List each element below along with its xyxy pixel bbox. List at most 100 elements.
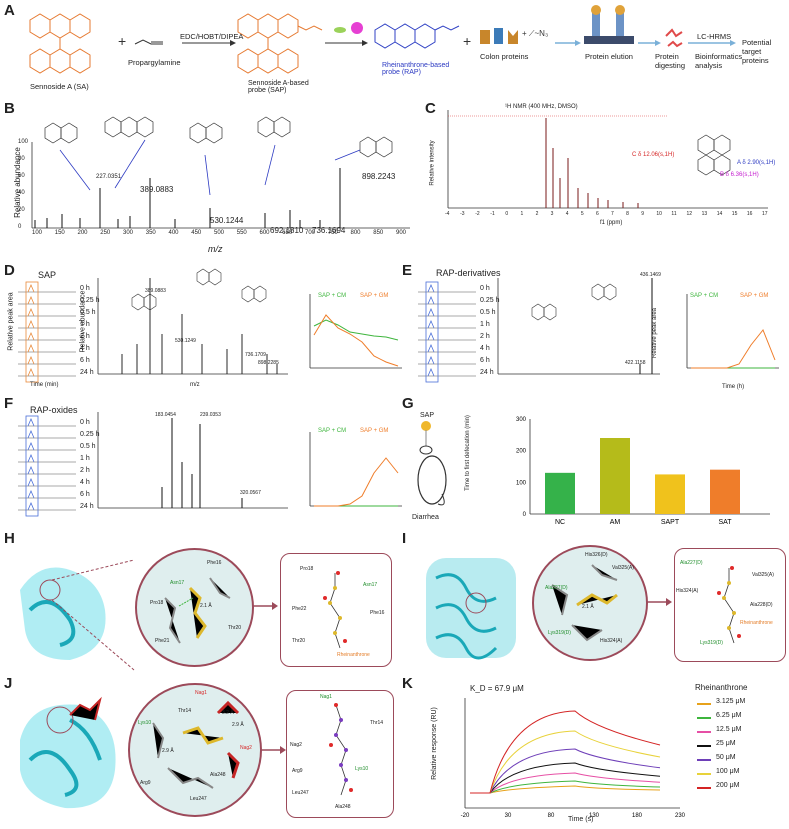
panelJ-ligand xyxy=(152,700,240,789)
panelA-rap-label: Rheinanthrone-based probe (RAP) xyxy=(382,62,450,76)
panelB-xtick: 850 xyxy=(373,230,384,236)
time-label: 4 h xyxy=(80,345,90,352)
panelI-protein xyxy=(426,558,516,660)
panelH-2d-ligand: Rheinanthrone xyxy=(337,652,370,658)
panelG-bar xyxy=(655,474,685,514)
panelI-2d-ala227: Ala227(D) xyxy=(680,560,703,566)
panelI-zoom-circle xyxy=(532,545,648,661)
panelB-spectrum xyxy=(31,116,410,229)
panelD-ms xyxy=(97,268,288,375)
panelC-xtick: 15 xyxy=(731,211,738,217)
panelJ-res-arg9: Arg9 xyxy=(140,780,151,786)
panelH-dist: 2.1 Å xyxy=(200,603,212,609)
panelG-ytick: 0 xyxy=(523,512,527,518)
chromatogram-peak xyxy=(27,453,35,463)
panel-label-G: G xyxy=(402,395,414,412)
panelI-res-val325: Val325(A) xyxy=(612,565,634,571)
panelC-xtick: 7 xyxy=(611,211,614,217)
time-label: 0.25 h xyxy=(80,297,100,304)
panelJ-zoom-circle xyxy=(128,683,262,817)
chromatogram-peak xyxy=(27,417,35,427)
panelH-res-phe21: Phe21 xyxy=(155,638,170,644)
chromatogram-peak xyxy=(427,283,435,293)
panelK-xtick: 230 xyxy=(675,813,686,819)
panelA-graphics: + + + ⟋~N₃ xyxy=(29,5,736,74)
panelG-probe: SAP xyxy=(420,412,435,419)
panelC-assign-a: A δ 2.90(s,1H) xyxy=(737,160,776,166)
panelJ-dist-1: 3.2 Å xyxy=(222,710,234,716)
time-label: 6 h xyxy=(80,491,90,498)
panelK-xtick: 180 xyxy=(632,813,643,819)
time-label: 1 h xyxy=(480,321,490,328)
time-label: 24 h xyxy=(80,503,94,510)
panelC-xtick: 4 xyxy=(565,211,569,217)
time-label: 0.25 h xyxy=(80,431,100,438)
panelE-legend-cm: SAP + CM xyxy=(690,293,719,299)
panelB-xtick: 200 xyxy=(77,230,88,236)
chromatogram-peak xyxy=(27,501,35,511)
panelC-xtick: 2 xyxy=(535,211,539,217)
panelB-ytick: 80 xyxy=(18,156,25,162)
time-label: 0.25 h xyxy=(480,297,500,304)
panelI-res-lys319: Lys319(D) xyxy=(548,630,571,636)
panelJ-2d-ala248: Ala248 xyxy=(335,804,351,810)
panelJ-2d-nag1: Nag1 xyxy=(320,694,332,700)
panelF-peak-3: 320.0567 xyxy=(240,490,261,496)
panelB-xtick: 300 xyxy=(123,230,134,236)
time-label: 0.5 h xyxy=(80,443,96,450)
panelB-ytick: 20 xyxy=(18,207,25,213)
panelD-xlabel2: m/z xyxy=(190,382,200,388)
panelG-group-label: SAPT xyxy=(661,519,680,526)
panelH-2d-phe16: Phe16 xyxy=(370,610,385,616)
chromatogram-peak xyxy=(27,489,35,499)
panelH-2d-pro18: Pro18 xyxy=(300,566,314,572)
svg-text:+ ⟋~N₃: + ⟋~N₃ xyxy=(522,29,548,38)
panelD-timecourse xyxy=(309,294,402,369)
chromatogram-peak xyxy=(427,331,435,341)
panelH-2d-phe22: Phe22 xyxy=(292,606,307,612)
panelC-xtick: 17 xyxy=(762,211,768,217)
panel-label-J: J xyxy=(4,675,13,692)
panel-label-C: C xyxy=(425,100,436,117)
chromatogram-peak xyxy=(27,283,35,293)
time-label: 0.5 h xyxy=(80,309,96,316)
panelJ-res-leu247: Leu247 xyxy=(190,796,207,802)
panelB-xtick: 350 xyxy=(145,230,156,236)
panelJ-res-lys10: Lys10 xyxy=(138,720,152,726)
chromatogram-peak xyxy=(27,295,35,305)
panelI-dist: 2.1 Å xyxy=(582,604,594,610)
panelC-xtick: 16 xyxy=(746,211,753,217)
panelD-legend-cm: SAP + CM xyxy=(318,293,347,299)
panelE-title: RAP-derivatives xyxy=(436,268,501,278)
time-label: 0 h xyxy=(480,285,490,292)
time-label: 24 h xyxy=(480,369,494,376)
panelI-2d-ligand: Rheinanthrone xyxy=(740,620,773,626)
time-label: 0 h xyxy=(80,285,90,292)
panelH-ligand xyxy=(164,577,231,644)
panelD-peak-4: 898.2285 xyxy=(258,360,279,366)
panelJ-res-ala248: Ala248 xyxy=(210,772,226,778)
panelC-xtick: 1 xyxy=(520,211,524,217)
panelB-xtick: 750 xyxy=(327,230,338,236)
chromatogram-peak xyxy=(27,355,35,365)
panelE-timecourse xyxy=(686,294,779,369)
chromatogram-peak xyxy=(27,343,35,353)
panelC-xtick: -4 xyxy=(445,211,450,217)
panelH-2d-box xyxy=(280,553,392,667)
panelK-curve xyxy=(470,780,661,794)
panelD-legend-gm: SAP + GM xyxy=(360,293,389,299)
panelK-legend-swatch xyxy=(697,787,711,789)
time-label: 2 h xyxy=(480,333,490,340)
chromatogram-peak xyxy=(427,367,435,377)
panelD-peak-2: 530.1249 xyxy=(175,338,196,344)
panel-label-D: D xyxy=(4,262,15,279)
panelH-res-pro18: Pro18 xyxy=(150,600,164,606)
panelG-ytick: 100 xyxy=(516,480,527,486)
panelA-bio-label: Bioinformatics analysis xyxy=(695,52,743,70)
panelC-xtick: 0 xyxy=(505,211,509,217)
panelB-xtick: 800 xyxy=(350,230,361,236)
panelI-arrow xyxy=(646,598,672,606)
panelK-curve xyxy=(470,772,661,794)
panel-label-B: B xyxy=(4,100,15,117)
panelD-peak-1: 389.0883 xyxy=(145,288,166,294)
